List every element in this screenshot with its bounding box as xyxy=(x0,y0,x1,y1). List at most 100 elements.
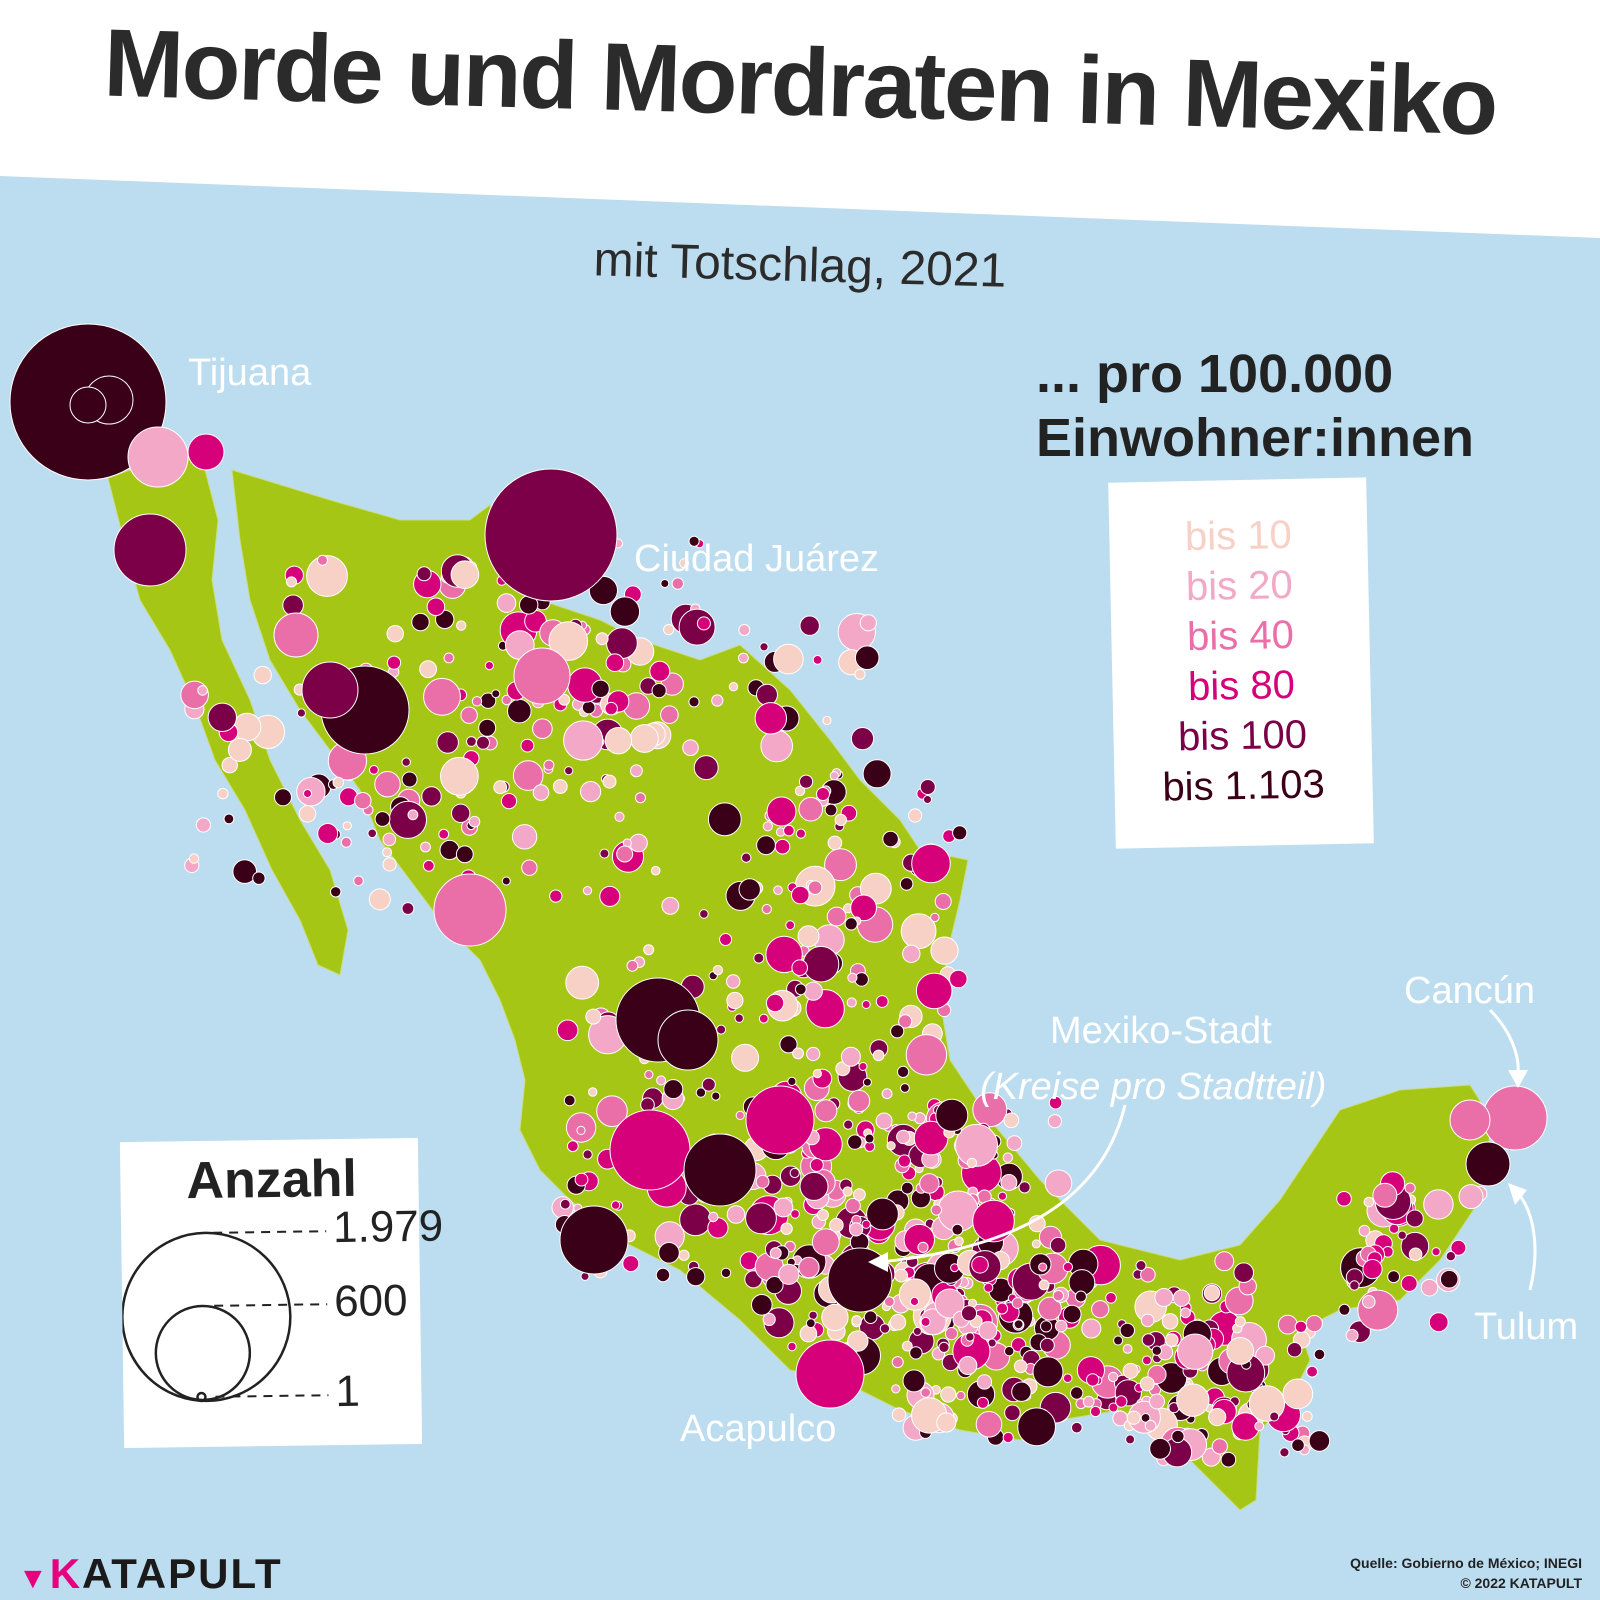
municipality-bubble xyxy=(1140,1413,1151,1423)
municipality-bubble xyxy=(738,878,761,901)
municipality-bubble xyxy=(824,803,838,817)
municipality-bubble xyxy=(765,1276,784,1295)
municipality-bubble xyxy=(951,1223,964,1236)
municipality-bubble xyxy=(728,682,739,692)
municipality-bubble xyxy=(798,796,824,822)
municipality-bubble xyxy=(753,952,765,964)
municipality-bubble xyxy=(907,1111,917,1121)
municipality-bubble xyxy=(854,668,866,680)
municipality-bubble xyxy=(688,696,700,708)
municipality-bubble xyxy=(340,836,352,848)
municipality-bubble xyxy=(591,679,610,698)
municipality-bubble xyxy=(388,800,427,839)
municipality-bubble xyxy=(455,845,474,864)
municipality-bubble xyxy=(826,906,847,927)
municipality-bubble xyxy=(1165,1333,1179,1347)
municipality-bubble xyxy=(679,1203,712,1237)
municipality-bubble xyxy=(938,1341,950,1354)
municipality-bubble xyxy=(911,843,951,884)
municipality-bubble xyxy=(382,832,397,847)
municipality-bubble xyxy=(466,736,477,747)
municipality-bubble xyxy=(1047,1114,1063,1129)
municipality-bubble xyxy=(1140,1313,1155,1328)
municipality-bubble xyxy=(1431,1247,1441,1257)
label-mexiko-stadt-note: (Kreise pro Stadtteil) xyxy=(980,1066,1327,1108)
municipality-bubble xyxy=(678,1249,690,1261)
municipality-bubble xyxy=(762,821,773,832)
municipality-bubble xyxy=(791,959,809,977)
municipality-bubble xyxy=(563,720,604,761)
municipality-bubble xyxy=(741,852,752,863)
municipality-bubble xyxy=(731,1043,760,1072)
municipality-bubble xyxy=(960,1305,978,1322)
municipality-bubble xyxy=(780,1222,793,1235)
municipality-bubble xyxy=(440,756,479,796)
bubbles-layer xyxy=(9,323,1548,1468)
municipality-bubble xyxy=(217,787,229,800)
municipality-bubble xyxy=(1161,1313,1179,1330)
municipality-bubble xyxy=(622,1255,640,1273)
count-legend-circle-large xyxy=(121,1231,292,1403)
municipality-bubble xyxy=(1397,1230,1407,1240)
municipality-bubble xyxy=(374,771,401,798)
municipality-bubble xyxy=(755,1174,770,1189)
municipality-bubble xyxy=(734,1013,744,1023)
count-legend-leader xyxy=(215,1394,329,1398)
municipality-bubble xyxy=(296,708,306,718)
municipality-bubble xyxy=(822,715,832,726)
municipality-bubble xyxy=(824,848,857,882)
rate-legend-item: bis 80 xyxy=(1187,662,1296,710)
label-acapulco: Acapulco xyxy=(680,1408,837,1450)
municipality-bubble xyxy=(1089,1405,1102,1418)
municipality-bubble xyxy=(862,759,892,789)
municipality-bubble xyxy=(756,683,778,706)
municipality-bubble xyxy=(682,739,699,757)
municipality-bubble xyxy=(223,813,235,825)
municipality-bubble xyxy=(912,1326,922,1336)
municipality-bubble xyxy=(1040,1320,1053,1333)
municipality-bubble xyxy=(274,788,292,807)
municipality-bubble xyxy=(812,655,823,665)
municipality-bubble xyxy=(794,983,807,996)
municipality-bubble xyxy=(1357,1289,1399,1331)
municipality-bubble xyxy=(1248,1385,1286,1422)
municipality-bubble xyxy=(711,1091,721,1101)
municipality-bubble xyxy=(543,759,555,771)
logo-k: K xyxy=(49,1550,83,1597)
municipality-bubble xyxy=(901,1340,913,1352)
municipality-bubble xyxy=(650,865,661,876)
municipality-bubble xyxy=(416,566,432,582)
municipality-bubble xyxy=(816,1209,829,1221)
municipality-bubble xyxy=(1011,1381,1032,1402)
municipality-bubble xyxy=(564,766,574,776)
municipality-bubble xyxy=(863,1310,878,1324)
municipality-bubble xyxy=(501,876,511,886)
municipality-bubble xyxy=(1282,1378,1314,1410)
municipality-bubble xyxy=(443,652,455,664)
municipality-bubble xyxy=(580,781,602,803)
municipality-bubble xyxy=(511,824,538,850)
municipality-bubble xyxy=(317,823,339,844)
arrow-mexiko-stadt xyxy=(879,1104,1127,1264)
rate-legend: bis 10 bis 20 bis 40 bis 80 bis 100 bis … xyxy=(1108,477,1374,849)
municipality-bubble xyxy=(558,693,571,706)
municipality-bubble xyxy=(671,577,684,590)
municipality-bubble xyxy=(1400,1275,1418,1292)
arrow-tulum xyxy=(1513,1188,1537,1291)
annotation-arrows xyxy=(868,1008,1537,1291)
arrow-tulum-head xyxy=(1508,1183,1527,1205)
municipality-bubble xyxy=(861,1219,871,1229)
municipality-bubble xyxy=(790,1209,800,1219)
municipality-bubble xyxy=(629,833,648,853)
municipality-bubble xyxy=(382,847,393,858)
municipality-bubble xyxy=(1203,1284,1221,1302)
municipality-bubble xyxy=(1176,1333,1214,1370)
municipality-bubble xyxy=(1408,1247,1423,1262)
municipality-bubble xyxy=(1208,1408,1227,1427)
municipality-bubble xyxy=(1362,1259,1383,1280)
count-legend: Anzahl 1.979 600 1 xyxy=(119,1137,444,1449)
municipality-bubble xyxy=(1105,1292,1117,1304)
municipality-bubble xyxy=(604,701,618,716)
municipality-bubble xyxy=(367,828,378,839)
